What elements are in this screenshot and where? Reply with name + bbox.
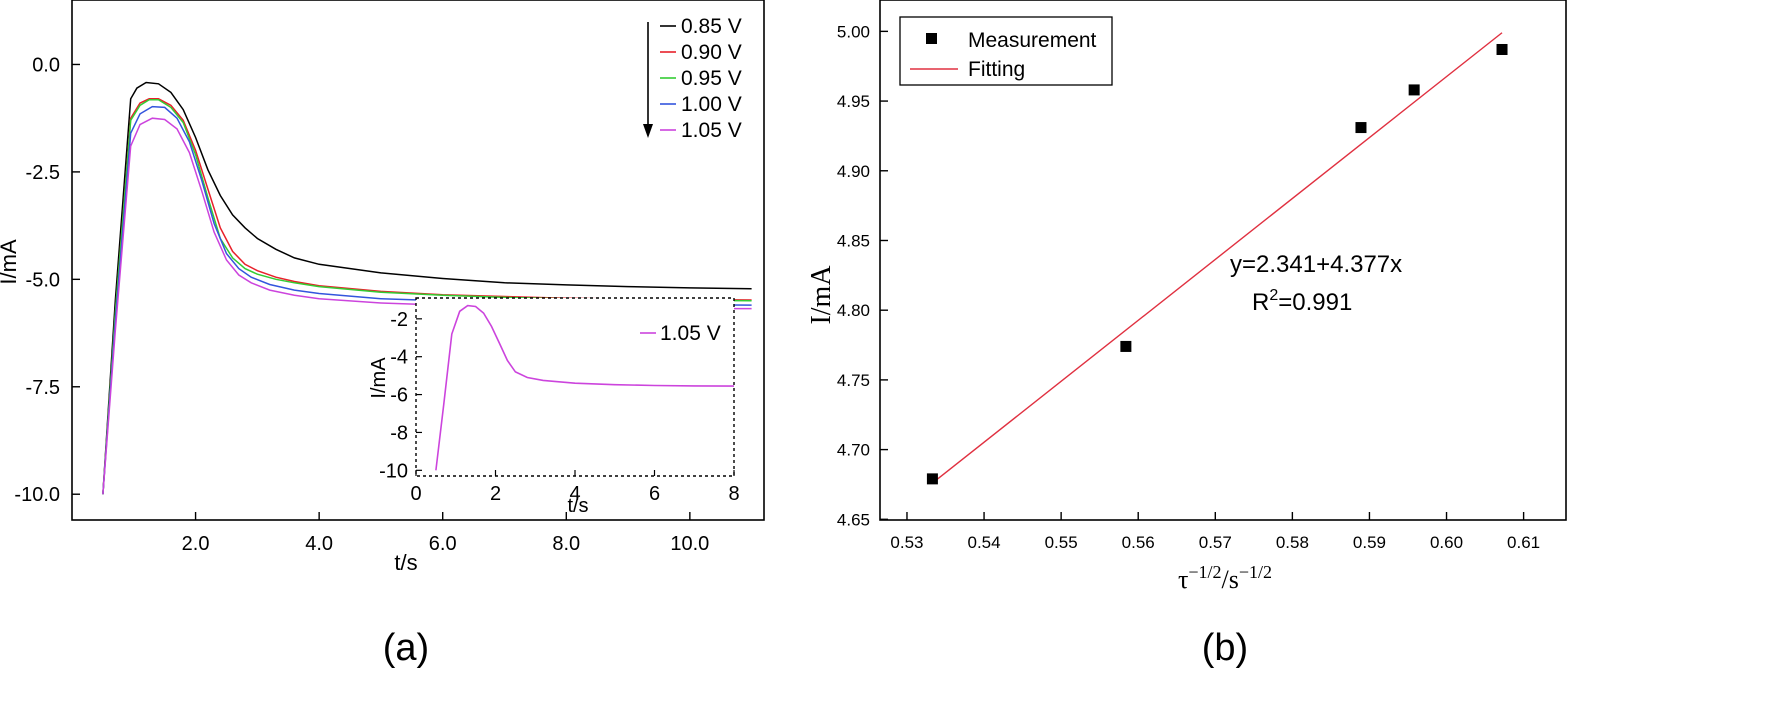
inset-series-line (435, 304, 735, 471)
inset-y-tick-label: -10 (379, 460, 408, 482)
x-tick-label: 0.53 (890, 533, 923, 552)
fit-line (931, 32, 1503, 484)
y-tick-label: -7.5 (26, 377, 60, 399)
x-tick-label: 8.0 (552, 533, 580, 555)
y-tick-label: 0.0 (32, 54, 60, 76)
x-tick-label: 0.58 (1276, 533, 1309, 552)
panel-b-frame (879, 0, 1567, 521)
panel-a-inset: 0 2 4 6 8 -2 -4 -6 -8 -10 I/mA t/s 1.05 V (368, 297, 740, 517)
legend-label-0-95-v: 0.95 V (681, 67, 742, 90)
measurement-point (1120, 340, 1132, 352)
y-tick-label: -2.5 (26, 162, 60, 184)
measurement-point (1408, 84, 1420, 96)
x-tick-label: 0.59 (1353, 533, 1386, 552)
legend-marker-measurement (926, 33, 937, 44)
y-tick-label: 4.95 (837, 92, 870, 111)
chart-panel-a: 2.0 4.0 6.0 8.0 10.0 0.0 -2.5 -5.0 -7.5 -10.0 I/m… (0, 0, 765, 669)
legend-label-0-90-v: 0.90 V (681, 41, 742, 64)
y-tick-label: -5.0 (26, 269, 60, 291)
panel-b-label: (b) (1202, 627, 1248, 669)
y-tick-label: 4.75 (837, 371, 870, 390)
panel-a-legend: 0.85 V 0.90 V 0.95 V 1.00 V 1.05 V (660, 15, 742, 142)
inset-x-tick-label: 2 (490, 483, 501, 505)
legend-label-1-00-v: 1.00 V (681, 93, 742, 116)
inset-y-tick-label: -6 (390, 385, 408, 407)
inset-y-tick-label: -8 (390, 422, 408, 444)
inset-x-tick-label: 4 (569, 483, 580, 505)
x-tick-label: 0.54 (968, 533, 1001, 552)
panel-b-xlabel: τ−1/2/s−1/2 (1178, 562, 1272, 594)
measurement-point (1355, 122, 1367, 134)
inset-y-tick-label: -4 (390, 347, 408, 369)
inset-xlabel: t/s (567, 495, 588, 517)
panel-b-legend: Measurement Fitting (899, 16, 1113, 86)
panel-a-label: (a) (383, 627, 429, 669)
y-tick-label: -10.0 (14, 484, 60, 506)
y-tick-label: 4.85 (837, 231, 870, 250)
legend-label-measurement: Measurement (968, 29, 1097, 52)
inset-y-tick-label: -2 (390, 309, 408, 331)
legend-frame (899, 16, 1113, 86)
panel-a-ylabel: I/mA (0, 239, 21, 285)
x-tick-label: 4.0 (305, 533, 333, 555)
y-tick-label: 4.90 (837, 162, 870, 181)
inset-x-tick-label: 6 (649, 483, 660, 505)
panel-a-xlabel: t/s (394, 550, 417, 575)
x-tick-label: 0.56 (1122, 533, 1155, 552)
x-tick-label: 0.57 (1199, 533, 1232, 552)
panel-b-markers (926, 43, 1508, 485)
inset-x-tick-label: 8 (728, 483, 739, 505)
inset-frame (415, 297, 735, 477)
x-tick-label: 0.61 (1507, 533, 1540, 552)
x-tick-label: 10.0 (670, 533, 709, 555)
y-tick-label: 4.65 (837, 510, 870, 529)
series-line-0-85-v (102, 81, 752, 495)
inset-ylabel: I/mA (368, 357, 390, 399)
series-line-0-90-v (102, 98, 752, 495)
xlabel-tau: τ (1178, 565, 1188, 594)
inset-x-tick-label: 0 (410, 483, 421, 505)
y-tick-label: 4.80 (837, 301, 870, 320)
y-tick-label: 5.00 (837, 22, 870, 41)
measurement-point (926, 473, 938, 485)
x-tick-label: 6.0 (429, 533, 457, 555)
inset-legend-label: 1.05 V (660, 322, 721, 345)
x-tick-label: 0.55 (1045, 533, 1078, 552)
fit-equation: y=2.341+4.377x (1230, 251, 1402, 278)
legend-label-0-85-v: 0.85 V (681, 15, 742, 38)
fit-r-squared: R2=0.991 (1252, 287, 1352, 316)
x-tick-label: 2.0 (182, 533, 210, 555)
shift-arrow (643, 22, 653, 138)
y-tick-label: 4.70 (837, 441, 870, 460)
measurement-point (1496, 43, 1508, 55)
legend-label-1-05-v: 1.05 V (681, 119, 742, 142)
x-tick-label: 0.60 (1430, 533, 1463, 552)
chart-panel-b: 0.53 0.54 0.55 0.56 0.57 0.58 0.59 0.60 0.61 4.65… (806, 0, 1567, 669)
legend-label-fitting: Fitting (968, 58, 1025, 81)
xlabel-exp2: −1/2 (1239, 562, 1272, 582)
xlabel-unit: /s (1222, 565, 1239, 594)
panel-a-frame (71, 0, 765, 521)
panel-b-ylabel: I/mA (806, 265, 837, 325)
xlabel-exp1: −1/2 (1188, 562, 1221, 582)
